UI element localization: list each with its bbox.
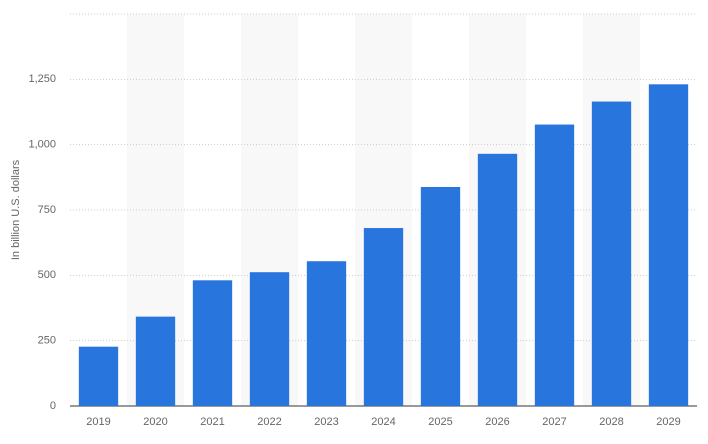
y-tick-label: 750 (38, 204, 56, 216)
x-tick-label: 2024 (371, 416, 395, 428)
y-tick-label: 1,250 (28, 73, 56, 85)
y-tick-label: 1,000 (28, 139, 56, 151)
x-tick-label: 2020 (143, 416, 167, 428)
bar (534, 124, 575, 406)
bar (420, 187, 461, 406)
x-tick-label: 2019 (86, 416, 110, 428)
y-tick-label: 0 (50, 400, 56, 412)
x-tick-label: 2027 (542, 416, 566, 428)
x-tick-label: 2025 (428, 416, 452, 428)
y-tick-label: 250 (38, 335, 56, 347)
x-tick-label: 2029 (656, 416, 680, 428)
x-tick-label: 2021 (200, 416, 224, 428)
bar (78, 346, 119, 406)
bar (192, 280, 233, 406)
x-tick-label: 2028 (599, 416, 623, 428)
bar (648, 84, 689, 406)
x-tick-label: 2026 (485, 416, 509, 428)
bar (135, 316, 176, 406)
y-axis-label: In billion U.S. dollars (10, 159, 22, 260)
bar (591, 101, 632, 407)
bar (306, 261, 347, 406)
bar (363, 228, 404, 406)
y-tick-label: 500 (38, 269, 56, 281)
bar (477, 153, 518, 406)
x-tick-label: 2023 (314, 416, 338, 428)
x-tick-label: 2022 (257, 416, 281, 428)
bar (249, 272, 290, 406)
